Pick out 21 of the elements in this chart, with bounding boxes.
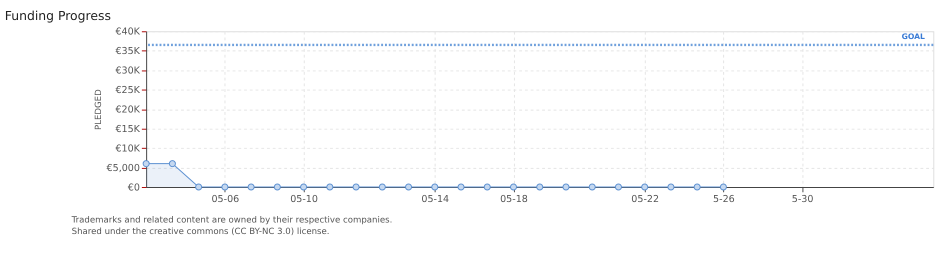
- x-tick-label: 5-26: [713, 194, 735, 205]
- chart-title: Funding Progress: [4, 8, 111, 23]
- text: Shared under the creative commons (CC BY-NC 3.0) license.: [72, 226, 330, 237]
- y-tick-label: €25K: [115, 85, 141, 96]
- y-tick-label: €30K: [115, 66, 141, 77]
- y-tick-label: €35K: [115, 46, 141, 58]
- x-tick-label: 05-22: [631, 194, 660, 205]
- y-tick-label: €0: [128, 182, 140, 194]
- ref-line-label: GOAL: [902, 32, 926, 42]
- x-tick-label: 05-18: [500, 194, 528, 205]
- y-tick-label: €20K: [115, 104, 141, 116]
- y-tick-label: €5,000: [106, 162, 140, 174]
- x-tick-label: 05-10: [290, 194, 318, 205]
- x-tick-label: 5-30: [792, 194, 814, 205]
- x-tick-label: 05-06: [211, 194, 240, 205]
- y-tick-label: €10K: [115, 143, 141, 154]
- y-tick-label: €15K: [115, 124, 141, 135]
- y-axis-title: PLEDGED: [94, 88, 104, 130]
- x-tick-label: 05-14: [421, 194, 450, 205]
- y-tick-label: €40K: [115, 26, 141, 38]
- text: Trademarks and related content are owned by their respective companies.: [70, 215, 392, 226]
